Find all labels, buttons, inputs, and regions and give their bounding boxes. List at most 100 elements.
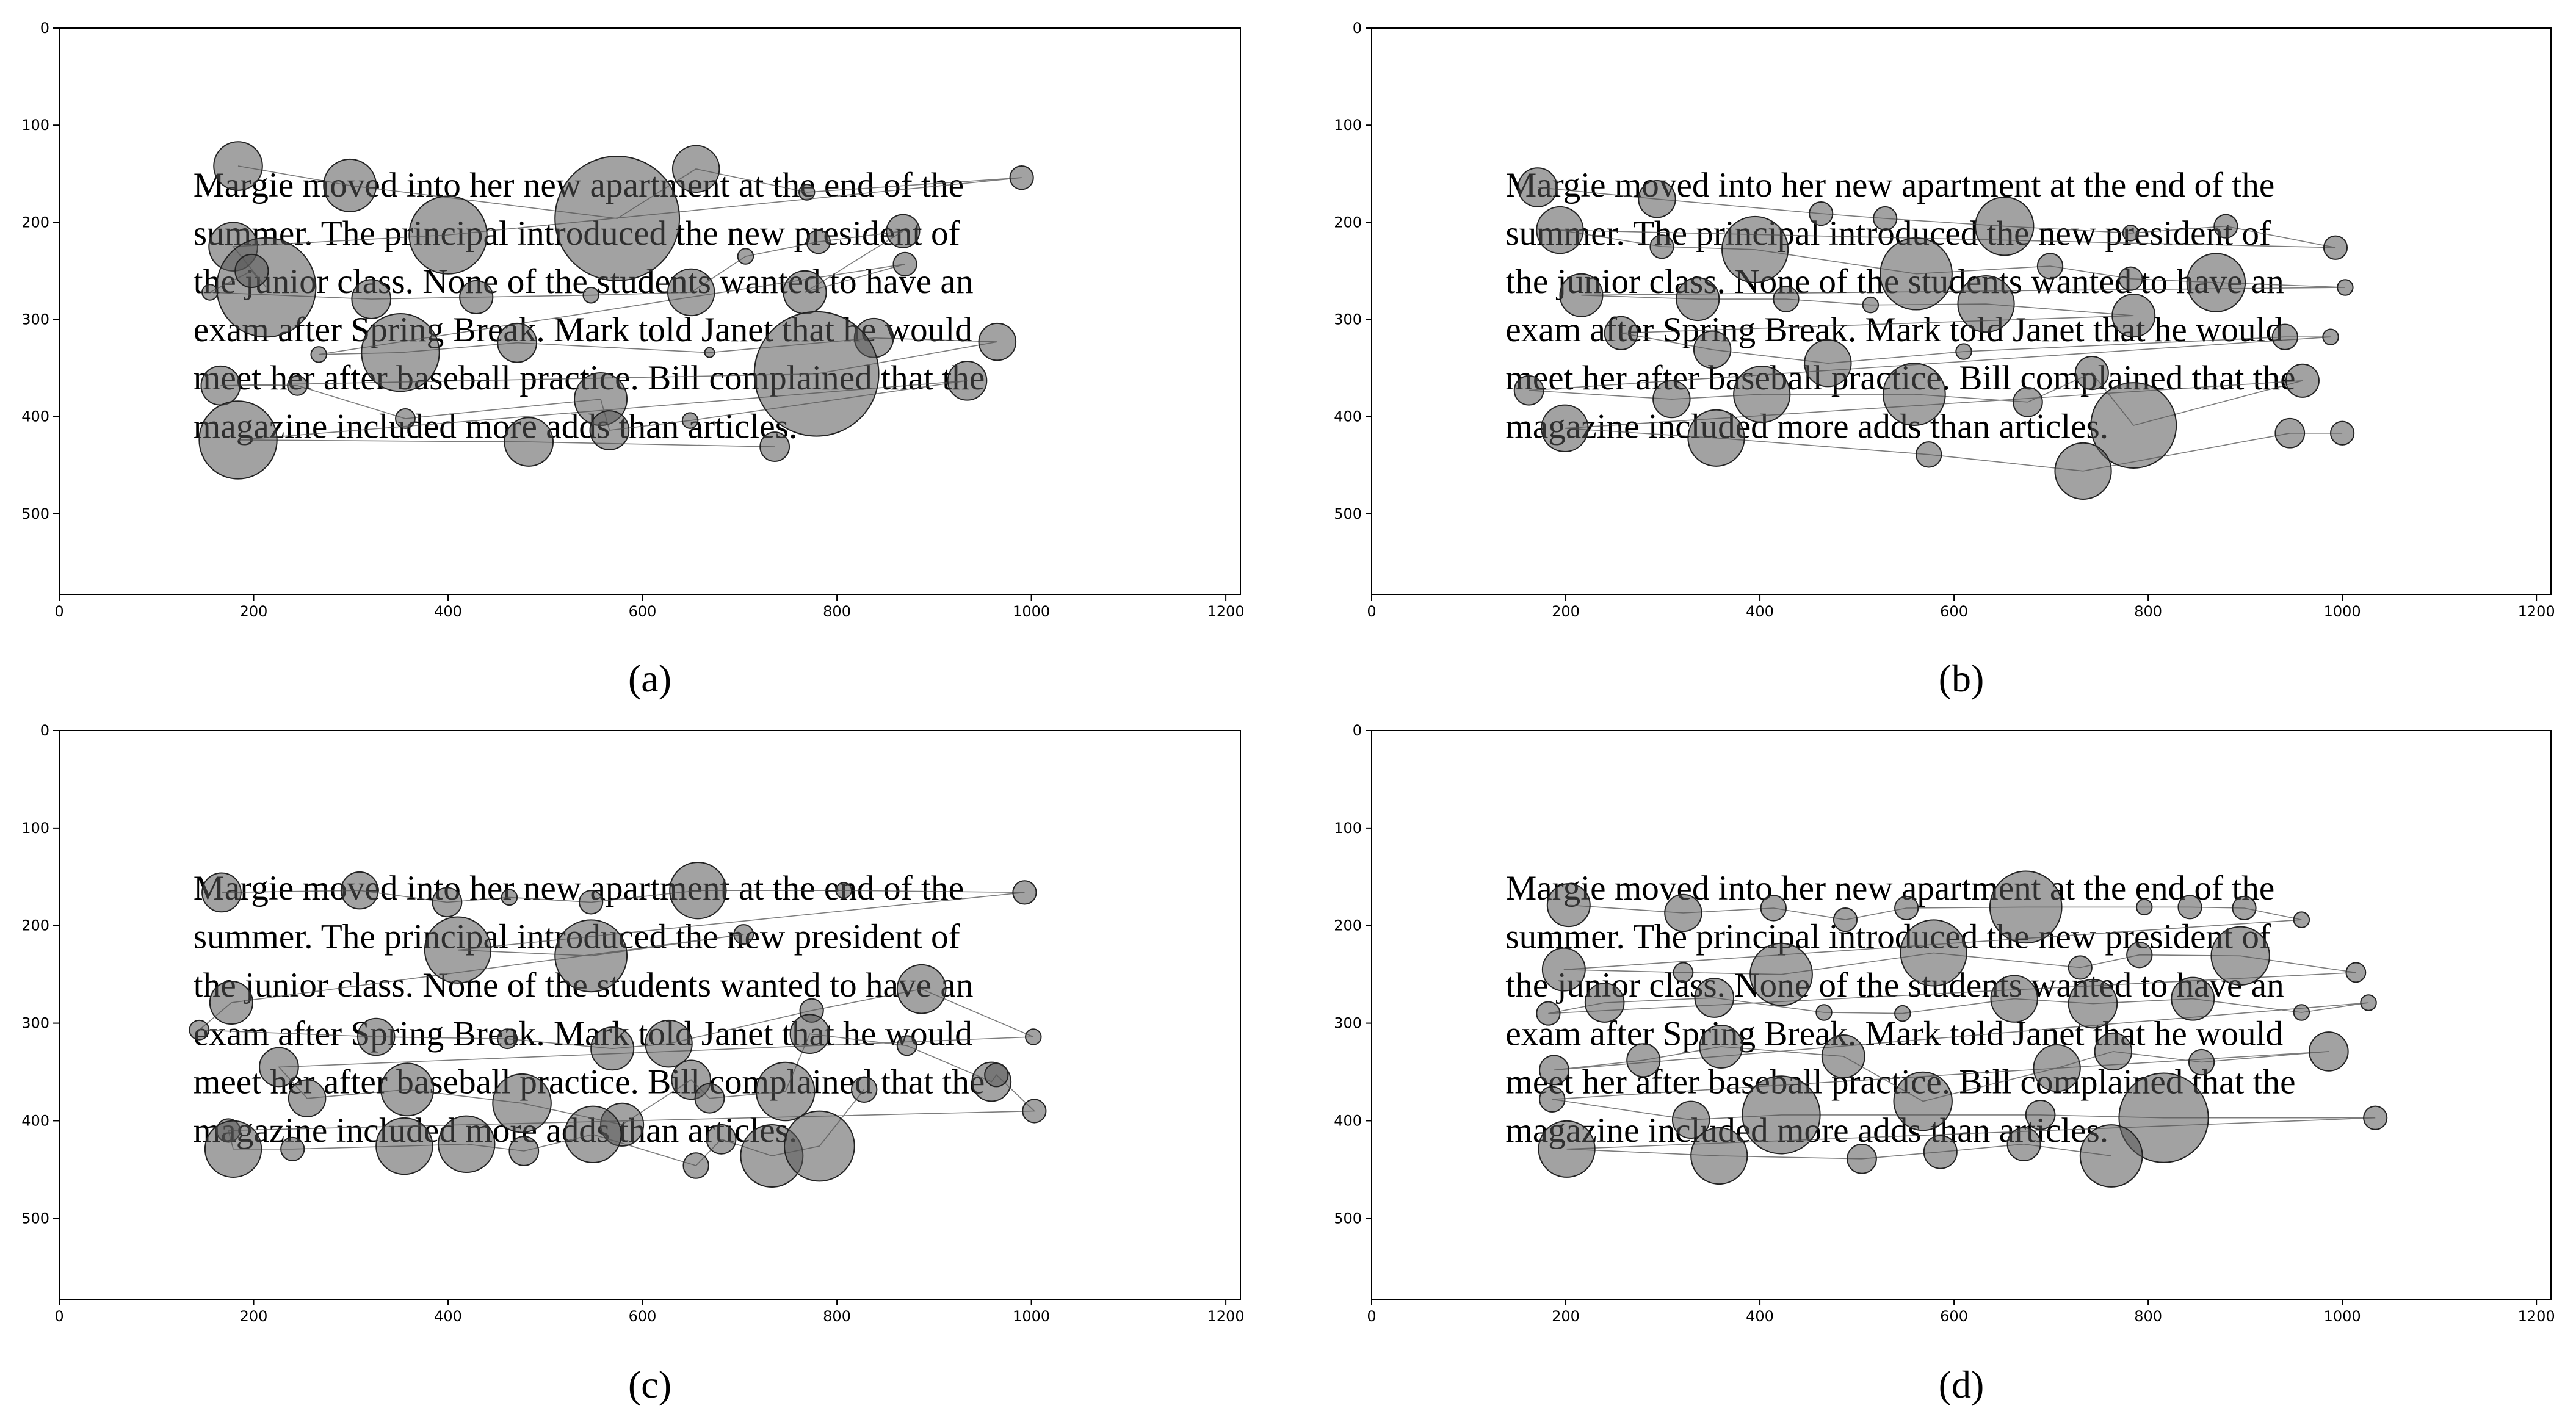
- y-tick-label: 300: [21, 1015, 49, 1032]
- x-tick-label: 200: [1552, 1308, 1580, 1325]
- fixation: [1773, 286, 1800, 312]
- fixation: [1880, 237, 1953, 311]
- fixation: [361, 312, 440, 392]
- x-tick-label: 600: [629, 603, 657, 620]
- fixation: [1541, 947, 1586, 992]
- fixation: [589, 410, 630, 450]
- fixation: [2322, 328, 2339, 345]
- fixation: [259, 1047, 299, 1088]
- x-tick-label: 0: [1367, 1308, 1376, 1325]
- caption: (a): [628, 657, 671, 700]
- caption: (d): [1939, 1363, 1984, 1406]
- y-tick-label: 100: [21, 820, 49, 837]
- stimulus-line: exam after Spring Break. Mark told Janet…: [194, 1014, 972, 1053]
- fixation: [2079, 1124, 2143, 1188]
- fixation: [2188, 1048, 2215, 1076]
- fixation: [1699, 1024, 1743, 1069]
- axes-frame: [59, 27, 1241, 595]
- fixation: [2118, 266, 2143, 291]
- y-tick-label: 500: [21, 505, 49, 522]
- y-tick-label: 0: [40, 722, 49, 739]
- x-tick-label: 1200: [1207, 1308, 1245, 1325]
- fixation: [1664, 893, 1702, 933]
- fixation: [2090, 382, 2177, 469]
- fixation: [2068, 978, 2118, 1029]
- fixation: [1539, 1086, 1566, 1113]
- fixation: [1541, 404, 1589, 452]
- fixation: [2068, 955, 2093, 980]
- fixation: [1546, 883, 1591, 928]
- fixation: [1833, 907, 1858, 933]
- fixation: [2309, 1031, 2349, 1072]
- fixation: [438, 1115, 496, 1174]
- x-tick-label: 600: [1940, 1308, 1968, 1325]
- fixation: [1638, 179, 1676, 218]
- fixation: [2136, 898, 2153, 916]
- fixation: [554, 919, 628, 993]
- fixation: [424, 916, 492, 984]
- x-tick-label: 0: [54, 1308, 63, 1325]
- y-tick-label: 500: [1334, 1210, 1362, 1227]
- fixation: [2074, 356, 2109, 391]
- x-tick-label: 600: [629, 1308, 657, 1325]
- fixation: [850, 1076, 878, 1103]
- fixation: [1894, 895, 1919, 921]
- fixation: [1690, 1127, 1748, 1185]
- x-tick-label: 200: [1552, 603, 1580, 620]
- fixation: [432, 887, 463, 918]
- fixation: [554, 156, 681, 281]
- fixation: [1536, 206, 1584, 254]
- x-tick-label: 1200: [2518, 1308, 2555, 1325]
- fixation: [1652, 380, 1691, 419]
- x-tick-label: 1000: [1013, 1308, 1050, 1325]
- fixation: [2171, 976, 2215, 1021]
- fixation: [1742, 1075, 1821, 1155]
- stimulus-line: Margie moved into her new apartment at t…: [1505, 869, 2274, 907]
- fixation: [492, 1073, 552, 1133]
- x-tick-label: 1200: [1207, 603, 1245, 620]
- fixation: [2293, 1004, 2310, 1021]
- fixation: [978, 322, 1017, 361]
- x-tick-label: 600: [1940, 603, 1968, 620]
- panel: Margie moved into her new apartment at t…: [1334, 722, 2555, 1406]
- y-tick-label: 200: [1334, 214, 1362, 231]
- fixation: [2271, 323, 2298, 350]
- y-tick-label: 300: [1334, 311, 1362, 328]
- fixation: [2126, 942, 2153, 969]
- fixation: [835, 882, 852, 899]
- fixation: [733, 924, 754, 945]
- fixation: [1923, 1135, 1958, 1169]
- fixation: [590, 1026, 635, 1071]
- fixation: [2363, 1105, 2388, 1130]
- fixation: [789, 1014, 830, 1055]
- fixation: [2285, 363, 2320, 398]
- fixation: [508, 1136, 540, 1166]
- y-tick-label: 0: [40, 20, 49, 37]
- y-tick-label: 100: [1334, 820, 1362, 837]
- panel: Margie moved into her new apartment at t…: [21, 20, 1244, 700]
- fixation: [2025, 1100, 2056, 1130]
- y-tick-label: 400: [21, 408, 49, 425]
- fixation: [216, 237, 317, 338]
- stimulus-line: Margie moved into her new apartment at t…: [1505, 166, 2274, 204]
- x-tick-label: 400: [1746, 603, 1774, 620]
- fixation: [2122, 225, 2140, 242]
- fixation: [2293, 911, 2310, 928]
- fixation: [1513, 375, 1544, 406]
- fixation: [1821, 1034, 1865, 1078]
- fixation: [201, 872, 242, 913]
- x-tick-label: 800: [823, 603, 851, 620]
- fixation: [1536, 1001, 1561, 1026]
- fixation: [2345, 962, 2367, 983]
- fixation: [1989, 870, 2063, 944]
- x-tick-label: 1000: [2324, 1308, 2361, 1325]
- fixation: [1873, 206, 1898, 231]
- fixation: [501, 889, 518, 906]
- fixation: [579, 890, 604, 915]
- x-tick-label: 800: [823, 1308, 851, 1325]
- fixation: [2118, 1072, 2209, 1163]
- fixation: [669, 861, 727, 920]
- fixation: [375, 1117, 433, 1175]
- fixation: [323, 158, 377, 212]
